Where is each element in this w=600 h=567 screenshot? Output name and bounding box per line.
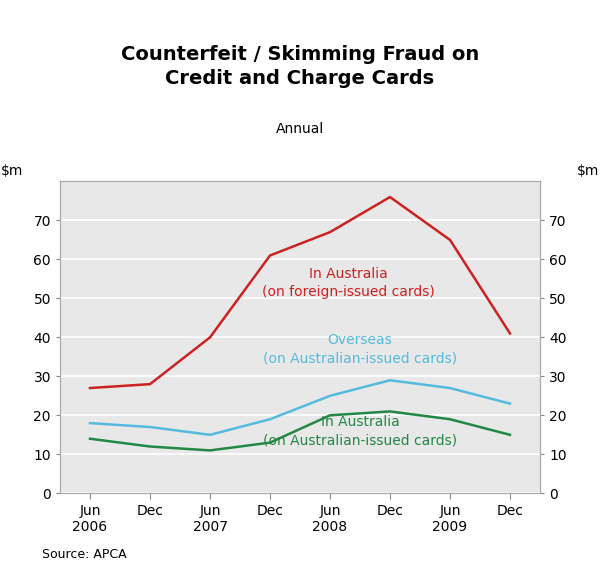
Text: In Australia
(on foreign-issued cards): In Australia (on foreign-issued cards) — [262, 266, 434, 299]
Text: Counterfeit / Skimming Fraud on
Credit and Charge Cards: Counterfeit / Skimming Fraud on Credit a… — [121, 45, 479, 88]
Text: Source: APCA: Source: APCA — [42, 548, 127, 561]
Text: In Australia
(on Australian-issued cards): In Australia (on Australian-issued cards… — [263, 414, 457, 447]
Text: $m: $m — [577, 164, 599, 179]
Text: $m: $m — [1, 164, 23, 179]
Text: Annual: Annual — [276, 122, 324, 136]
Text: Overseas
(on Australian-issued cards): Overseas (on Australian-issued cards) — [263, 333, 457, 365]
